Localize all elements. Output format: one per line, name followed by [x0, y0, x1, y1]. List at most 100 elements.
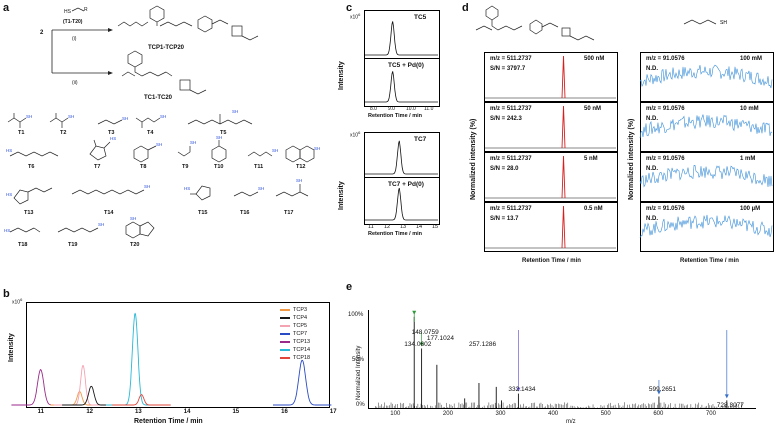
svg-text:SH: SH: [258, 186, 264, 191]
panel-b-letter: b: [3, 288, 10, 300]
legend-swatch: [280, 357, 290, 359]
panel-d-mz-label: m/z = 91.0576: [646, 56, 685, 62]
svg-text:SH: SH: [216, 135, 222, 140]
blue-noise-trace: [639, 214, 773, 238]
tc7-pd-trace: [365, 187, 438, 221]
panel-c-xlabel-top: Retention Time / min: [368, 113, 422, 119]
panel-d-conc-label: 100 µM: [740, 206, 761, 212]
panel-e-xtick: 700: [705, 411, 716, 417]
panel-c-box-2: [364, 58, 440, 107]
legend-swatch: [280, 325, 290, 327]
panel-d-subplot: [484, 52, 618, 102]
thiol-label-t1: T1: [18, 130, 25, 136]
panel-e-xlabel: m/z: [566, 419, 576, 425]
legend-entry: TCP5: [280, 322, 310, 330]
panel-e-xtick: 100: [390, 411, 401, 417]
svg-text:SH: SH: [232, 109, 238, 114]
thiol-label-t3: T3: [108, 130, 115, 136]
panel-d-sn-label: S/N = 28.0: [490, 166, 519, 172]
panel-e-xaxis: [368, 408, 756, 409]
panel-b-plot-area: [26, 302, 330, 408]
legend-swatch: [280, 341, 290, 343]
annotation-arrowhead: [724, 394, 729, 399]
legend-label: TCP7: [293, 331, 308, 337]
compound-2-label: 2: [40, 30, 44, 36]
panel-d-subplot-trace: [639, 214, 773, 238]
panel-d-sn-label: N.D.: [646, 116, 658, 122]
panel-d-mz-label: m/z = 91.0576: [646, 106, 685, 112]
legend-entry: TCP3: [280, 306, 310, 314]
thiol-label-t20: T20: [130, 242, 140, 248]
panel-d-letter: d: [462, 2, 469, 14]
thiol-label-t8: T8: [140, 164, 147, 170]
panel-b-legend: TCP3 TCP4 TCP5 TCP7 TCP13 TCP14 TCP18: [280, 306, 310, 362]
panel-c-bottom-xtick: 11: [368, 224, 374, 230]
panel-e-ytick-100: 100%: [348, 312, 364, 318]
svg-text:SH: SH: [122, 116, 128, 121]
panel-e-xtick: 400: [548, 411, 559, 417]
thiol-label-t9: T9: [182, 164, 189, 170]
red-peak: [561, 205, 566, 249]
panel-e-peak-label: 332.1434: [508, 386, 536, 393]
legend-entry: TCP14: [280, 346, 310, 354]
legend-entry: TCP18: [280, 354, 310, 362]
panel-b-xtick: 14: [183, 409, 191, 415]
svg-text:SH: SH: [296, 178, 302, 183]
panel-d-xlabel-right: Retention Time / min: [680, 258, 739, 264]
panel-d-sn-label: N.D.: [646, 166, 658, 172]
panel-d-conc-label: 50 nM: [584, 106, 602, 112]
panel-e-xtick: 200: [442, 411, 453, 417]
panel-d-mz-label: m/z = 511.2737: [490, 106, 532, 112]
svg-text:SH: SH: [314, 146, 320, 151]
panel-d-sn-label: S/N = 13.7: [490, 216, 519, 222]
panel-d-mz-label: m/z = 91.0576: [646, 156, 685, 162]
panel-d-mz-label: m/z = 91.0576: [646, 206, 685, 212]
legend-label: TCP3: [293, 307, 308, 313]
panel-d-sn-label: N.D.: [646, 216, 658, 222]
panel-d-subplot: [640, 202, 774, 252]
annotation-arrowhead: [419, 342, 424, 347]
trace-label-tc7: TC7: [414, 136, 427, 143]
svg-text:HS: HS: [6, 192, 12, 197]
annotation-arrowhead: [516, 387, 521, 392]
thiol-label-t6: T6: [28, 164, 35, 170]
thiol-label-t4: T4: [147, 130, 154, 136]
panel-e-peak-label: 148.0759: [411, 329, 439, 336]
step-i-label: (i): [72, 36, 77, 42]
step-ii-label: (ii): [72, 80, 78, 86]
panel-d-subplot: [484, 202, 618, 252]
thiol-label-t14: T14: [104, 210, 114, 216]
svg-text:HS: HS: [6, 148, 12, 153]
panel-d-sh-label: SH: [720, 20, 727, 26]
panel-c-bottom-xtick: 12: [384, 224, 391, 230]
panel-d-subplot-trace: [484, 155, 616, 199]
thiol-label-t13: T13: [24, 210, 34, 216]
panel-c-multiplier-bottom: x106: [350, 130, 361, 139]
legend-label: TCP18: [293, 355, 311, 361]
panel-b-multiplier: x106: [12, 297, 23, 306]
red-peak: [561, 55, 566, 99]
legend-swatch: [280, 349, 290, 351]
panel-c-xlabel-bottom: Retention Time / min: [368, 231, 422, 237]
panel-d-conc-label: 10 mM: [740, 106, 759, 112]
panel-c-letter: c: [346, 2, 353, 14]
panel-c-bottom-xtick: 15: [432, 224, 439, 230]
trace-label-tc5: TC5: [414, 14, 427, 21]
panel-b-xtick: 12: [86, 409, 93, 415]
tc7-trace: [365, 140, 438, 175]
thiol-label-t16: T16: [240, 210, 250, 216]
panel-b-xtick: 17: [329, 409, 337, 415]
svg-text:SH: SH: [156, 142, 162, 147]
svg-text:SH: SH: [190, 140, 196, 145]
panel-d-subplot-trace: [484, 105, 616, 149]
legend-swatch: [280, 317, 290, 319]
panel-e-yaxis: [368, 310, 369, 408]
panel-d-conc-label: 1 mM: [740, 156, 756, 162]
panel-c-box-3: [364, 132, 440, 179]
annotation-arrowhead: [656, 390, 661, 395]
svg-text:SH: SH: [160, 114, 166, 119]
panel-d-conc-label: 0.5 nM: [584, 206, 603, 212]
reagent-range: (T1-T20): [63, 19, 83, 25]
